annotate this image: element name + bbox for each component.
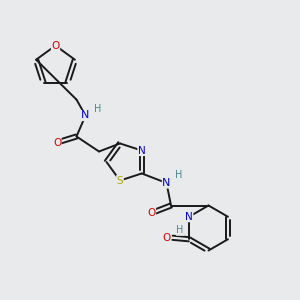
- Text: N: N: [162, 178, 171, 188]
- Text: H: H: [175, 170, 182, 181]
- Text: N: N: [138, 146, 146, 155]
- Text: O: O: [162, 233, 171, 243]
- Text: N: N: [185, 212, 193, 222]
- Text: H: H: [94, 104, 101, 115]
- Text: O: O: [53, 137, 61, 148]
- Text: O: O: [147, 208, 156, 218]
- Text: H: H: [176, 225, 184, 235]
- Text: N: N: [81, 110, 90, 121]
- Text: S: S: [117, 176, 123, 185]
- Text: O: O: [51, 40, 60, 51]
